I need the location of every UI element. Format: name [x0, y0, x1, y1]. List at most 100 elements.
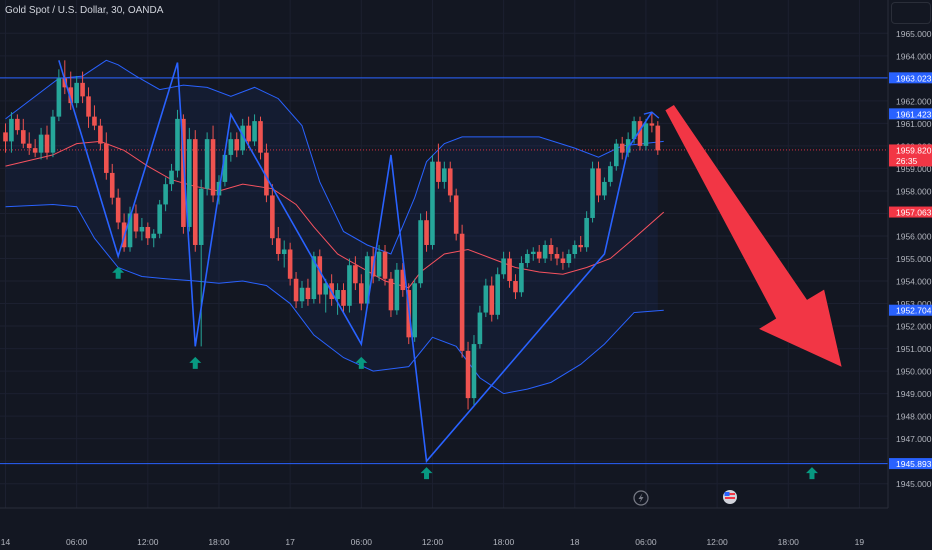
time-tick-label: 17 — [285, 537, 295, 547]
candle — [400, 263, 406, 297]
candle-body — [596, 168, 601, 196]
candle — [44, 125, 50, 160]
price-label[interactable]: 1945.893 — [889, 458, 932, 470]
candle — [483, 278, 489, 318]
candle — [376, 244, 382, 282]
candle-body — [26, 143, 32, 149]
candle — [442, 161, 447, 189]
price-tick-label: 1959.000 — [896, 164, 932, 174]
price-label-text: 1945.893 — [896, 459, 932, 469]
candle-body — [187, 139, 192, 227]
candle-body — [175, 118, 180, 171]
candle — [364, 251, 370, 309]
candle-body — [281, 249, 287, 254]
candle — [252, 114, 257, 146]
candle — [560, 251, 566, 270]
buy-signal-arrow — [355, 356, 368, 369]
candle-body — [157, 204, 162, 234]
candle — [519, 256, 524, 297]
lightning-icon-ring — [633, 490, 649, 506]
price-label-text: 1961.423 — [896, 109, 932, 119]
candle-body — [275, 238, 281, 254]
candle-body — [602, 181, 607, 196]
candle-body — [542, 244, 548, 259]
time-axis[interactable]: 14 06:00 12:00 18:00 17 06:00 12:00 18:00 18 06:0… — [0, 507, 888, 550]
price-label[interactable]: 1963.023 — [889, 72, 932, 84]
candle — [198, 179, 204, 347]
flag-icon-canton — [724, 492, 730, 496]
candle — [258, 116, 263, 160]
candle — [418, 213, 423, 288]
candle — [347, 258, 352, 313]
time-tick-label: 06:00 — [351, 537, 373, 547]
candle — [26, 132, 32, 155]
candle — [489, 276, 495, 322]
zigzag-line[interactable] — [58, 60, 653, 464]
price-axis[interactable]: 1945.0001946.0001947.0001948.0001949.000… — [887, 0, 932, 550]
price-tick-label: 1951.000 — [896, 344, 932, 354]
price-label-text: 1963.023 — [896, 73, 932, 83]
candle-body — [305, 287, 311, 300]
candle-body — [554, 253, 560, 259]
price-tick-label: 1958.000 — [896, 186, 932, 196]
candle — [335, 283, 340, 315]
candle — [139, 217, 145, 241]
price-label-box — [889, 144, 932, 167]
candle-body — [643, 123, 649, 146]
candle-body — [109, 172, 115, 198]
candle — [181, 114, 186, 234]
candle — [548, 238, 554, 261]
price-label[interactable]: 1961.423 — [889, 108, 932, 120]
top-right-button[interactable] — [891, 2, 931, 24]
candle-body — [222, 154, 228, 182]
candle-body — [400, 269, 406, 291]
candle — [115, 188, 121, 230]
lightning-icon[interactable] — [633, 490, 649, 506]
horizontal-levels[interactable] — [0, 77, 888, 465]
candle — [264, 143, 269, 203]
candle-body — [44, 134, 50, 153]
candle-body — [293, 278, 299, 302]
price-label[interactable]: 1952.704 — [889, 304, 932, 316]
candle — [50, 109, 56, 158]
buy-signals — [112, 266, 818, 480]
candle — [169, 163, 174, 191]
forecast-arrow[interactable] — [665, 105, 842, 367]
price-tick-label: 1947.000 — [896, 434, 932, 444]
price-label-text: 1957.063 — [896, 208, 932, 218]
candle-body — [56, 78, 62, 117]
chart-title: Gold Spot / U.S. Dollar, 30, OANDA — [5, 5, 164, 16]
candle — [465, 341, 471, 410]
candle-body — [388, 278, 394, 311]
candle-body — [192, 139, 198, 245]
candle-body — [264, 152, 269, 196]
flag-icon[interactable] — [723, 490, 737, 504]
candle — [192, 130, 198, 252]
candle-body — [347, 265, 352, 306]
candle — [281, 240, 287, 268]
candle — [637, 116, 643, 151]
price-label-countdown: 26:35 — [896, 156, 918, 166]
candle — [424, 211, 429, 252]
candle — [246, 116, 251, 149]
candle-body — [50, 116, 56, 153]
time-tick-label: 18:00 — [493, 537, 515, 547]
candle — [584, 211, 589, 252]
candle-body — [246, 125, 251, 142]
candle-body — [477, 312, 483, 345]
forecast-arrow-shape[interactable] — [665, 105, 842, 367]
candle-body — [210, 139, 216, 196]
candle-body — [68, 87, 74, 104]
candle-body — [311, 256, 317, 300]
candle — [542, 240, 548, 264]
buy-signal-arrow — [420, 467, 433, 480]
price-label[interactable]: 1957.063 — [889, 206, 932, 218]
footer-icons[interactable] — [633, 490, 737, 506]
candle-body — [519, 263, 524, 293]
price-label-box — [889, 304, 932, 316]
candle — [3, 123, 8, 153]
candle-body — [655, 125, 661, 151]
zigzag-lines[interactable] — [58, 60, 660, 464]
